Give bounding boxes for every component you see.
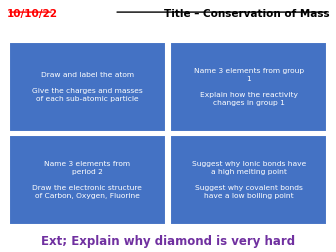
- Text: Title – Conservation of Mass: Title – Conservation of Mass: [164, 9, 329, 19]
- FancyBboxPatch shape: [9, 42, 166, 132]
- Text: Name 3 elements from
period 2

Draw the electronic structure
of Carbon, Oxygen, : Name 3 elements from period 2 Draw the e…: [32, 161, 142, 199]
- FancyBboxPatch shape: [170, 42, 327, 132]
- Text: Ext; Explain why diamond is very hard: Ext; Explain why diamond is very hard: [41, 235, 295, 248]
- Text: Draw and label the atom

Give the charges and masses
of each sub-atomic particle: Draw and label the atom Give the charges…: [32, 72, 143, 102]
- Text: Suggest why Ionic bonds have
a high melting point

Suggest why covalent bonds
ha: Suggest why Ionic bonds have a high melt…: [192, 161, 306, 199]
- FancyBboxPatch shape: [170, 135, 327, 225]
- Text: Name 3 elements from group
1

Explain how the reactivity
changes in group 1: Name 3 elements from group 1 Explain how…: [194, 68, 304, 106]
- Text: 10/10/22: 10/10/22: [7, 9, 58, 19]
- FancyBboxPatch shape: [9, 135, 166, 225]
